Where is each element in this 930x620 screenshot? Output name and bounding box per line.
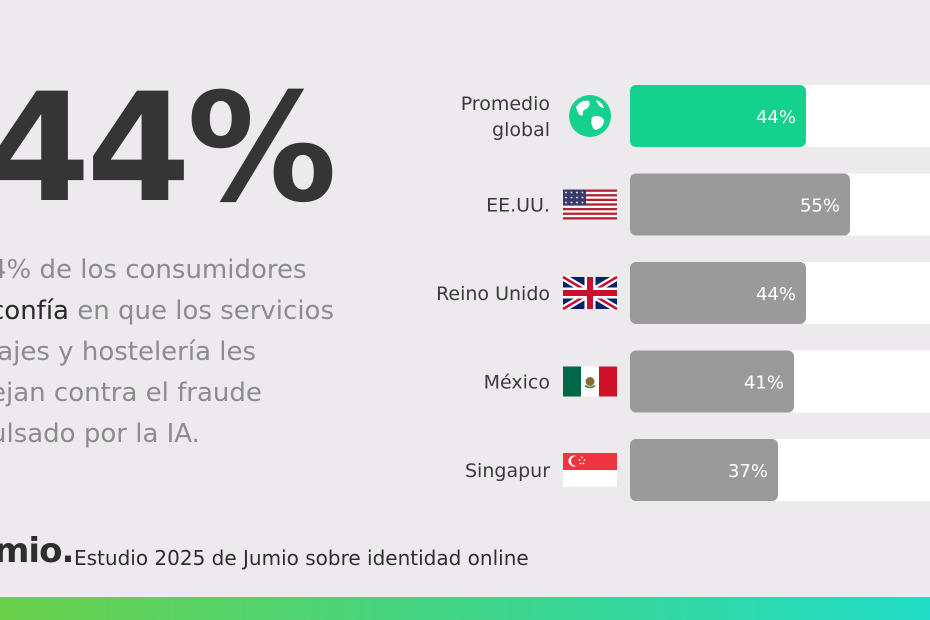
value-label-1: 55% bbox=[800, 196, 840, 217]
singapore-flag-icon bbox=[563, 453, 617, 487]
bar-1 bbox=[630, 173, 850, 236]
category-label-1: EE.UU. bbox=[486, 195, 550, 217]
mexico-flag-icon bbox=[563, 366, 617, 397]
bar-0 bbox=[630, 85, 806, 147]
category-label-3: México bbox=[484, 372, 550, 394]
footer-caption: Estudio 2025 de Jumio sobre identidad on… bbox=[74, 546, 529, 570]
globe-icon bbox=[569, 95, 611, 137]
value-label-4: 37% bbox=[728, 461, 768, 482]
headline-description: 4% de los consumidores confía en que los… bbox=[0, 250, 390, 455]
value-label-3: 41% bbox=[744, 373, 784, 394]
jumio-logo: mio. bbox=[0, 531, 74, 571]
bar-3 bbox=[630, 350, 794, 413]
bar-4 bbox=[630, 439, 778, 501]
description-line-5: ulsado por la IA. bbox=[0, 419, 200, 449]
highlight-word: confía bbox=[0, 296, 69, 326]
description-line-3: iajes y hostelería les bbox=[0, 337, 257, 367]
uk-flag-icon bbox=[561, 273, 619, 313]
description-line-1: 4% de los consumidores bbox=[0, 255, 307, 285]
category-label-4: Singapur bbox=[465, 460, 550, 482]
gradient-strip bbox=[0, 597, 930, 620]
description-line-2: confía en que los servicios bbox=[0, 291, 390, 332]
description-line-4: ejan contra el fraude bbox=[0, 378, 262, 408]
bar-2 bbox=[630, 262, 806, 324]
category-label-0: Promedio global bbox=[461, 93, 550, 141]
category-label-2: Reino Unido bbox=[436, 283, 550, 305]
value-label-0: 44% bbox=[756, 107, 796, 128]
us-flag-icon bbox=[563, 189, 617, 220]
headline-stat: 44% bbox=[0, 62, 337, 236]
value-label-2: 44% bbox=[756, 284, 796, 305]
